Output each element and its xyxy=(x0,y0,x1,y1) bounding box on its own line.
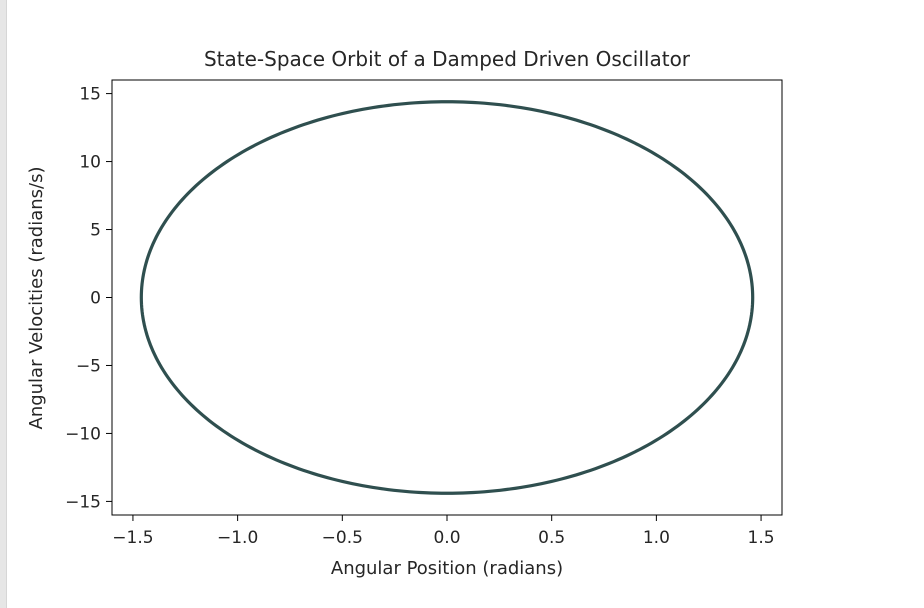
x-tick-label: 1.5 xyxy=(748,528,775,548)
orbit-line-0 xyxy=(139,100,755,495)
x-tick-label: 0.0 xyxy=(433,528,460,548)
plot-frame xyxy=(111,79,783,516)
y-tick-label: 0 xyxy=(90,289,101,309)
x-axis-label: Angular Position (radians) xyxy=(331,558,563,579)
y-tick-label: −10 xyxy=(65,424,101,444)
y-axis: −15 −10 −5 0 5 10 15 xyxy=(65,85,112,512)
x-tick-label: −1.0 xyxy=(217,528,258,548)
plot-area xyxy=(139,100,755,495)
chart-title: State-Space Orbit of a Damped Driven Osc… xyxy=(204,47,691,71)
y-tick-label: 15 xyxy=(79,85,101,105)
window-left-border xyxy=(0,0,7,608)
x-tick-label: −0.5 xyxy=(322,528,363,548)
y-tick-label: 5 xyxy=(90,221,101,241)
x-tick-label: 1.0 xyxy=(643,528,670,548)
y-tick-label: 10 xyxy=(79,153,101,173)
y-tick-label: −5 xyxy=(76,356,101,376)
x-tick-label: 0.5 xyxy=(538,528,565,548)
x-axis: −1.5 −1.0 −0.5 0.0 0.5 1.0 1.5 xyxy=(112,515,775,548)
y-tick-label: −15 xyxy=(65,492,101,512)
x-tick-label: −1.5 xyxy=(112,528,153,548)
y-axis-label: Angular Velocities (radians/s) xyxy=(26,166,47,429)
